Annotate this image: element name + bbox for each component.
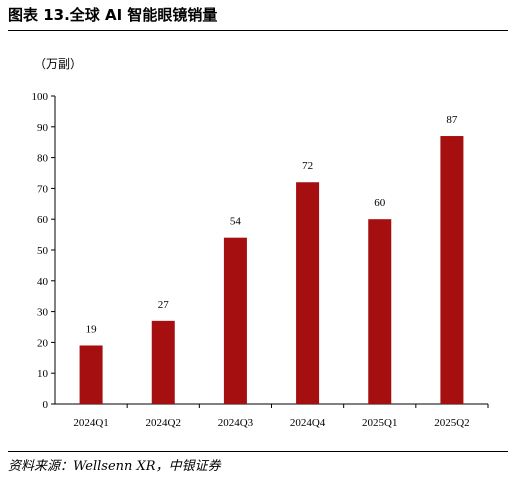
data-label: 54	[230, 216, 242, 228]
x-tick-label: 2024Q2	[146, 417, 181, 429]
y-tick-label: 100	[32, 91, 49, 103]
bar-2024Q2	[151, 320, 175, 404]
data-label: 87	[446, 114, 458, 126]
y-tick-label: 30	[37, 307, 49, 319]
y-axis-unit-label: （万副）	[34, 57, 82, 71]
y-tick-label: 80	[37, 153, 49, 165]
y-tick-label: 10	[37, 368, 49, 380]
y-tick-label: 70	[37, 183, 49, 195]
bar-2025Q1	[368, 219, 392, 404]
y-tick-label: 60	[37, 214, 49, 226]
y-tick-label: 50	[37, 245, 49, 257]
x-tick-label: 2024Q1	[73, 417, 108, 429]
y-tick-label: 40	[37, 276, 49, 288]
plot-area: 0 10 20 30 40 50 60 70 80 90 100 19 2024Q1 27 2024Q2 54…	[32, 91, 489, 429]
bar-2025Q2	[440, 136, 464, 405]
y-tick-label: 20	[37, 337, 49, 349]
bar-2024Q3	[223, 237, 247, 404]
data-label: 27	[158, 299, 170, 311]
data-label: 19	[86, 323, 98, 335]
bar-2024Q1	[79, 345, 103, 404]
y-tick-label: 90	[37, 122, 49, 134]
bar-chart: （万副） 0 10 20 30 40 50 60 70 80 90 100 19 2024Q1 27 202…	[32, 57, 489, 429]
data-label: 60	[374, 197, 386, 209]
bar-2024Q4	[296, 182, 320, 404]
source-divider	[8, 451, 508, 452]
source-note: 资料来源：Wellsenn XR，中银证券	[8, 459, 221, 474]
x-tick-label: 2024Q4	[290, 417, 326, 429]
x-tick-label: 2024Q3	[218, 417, 254, 429]
figure-title: 图表 13.全球 AI 智能眼镜销量	[8, 6, 218, 24]
x-tick-label: 2025Q2	[434, 417, 469, 429]
data-label: 72	[302, 160, 313, 172]
title-divider	[8, 30, 508, 31]
y-tick-label: 0	[43, 399, 49, 411]
x-tick-label: 2025Q1	[362, 417, 397, 429]
